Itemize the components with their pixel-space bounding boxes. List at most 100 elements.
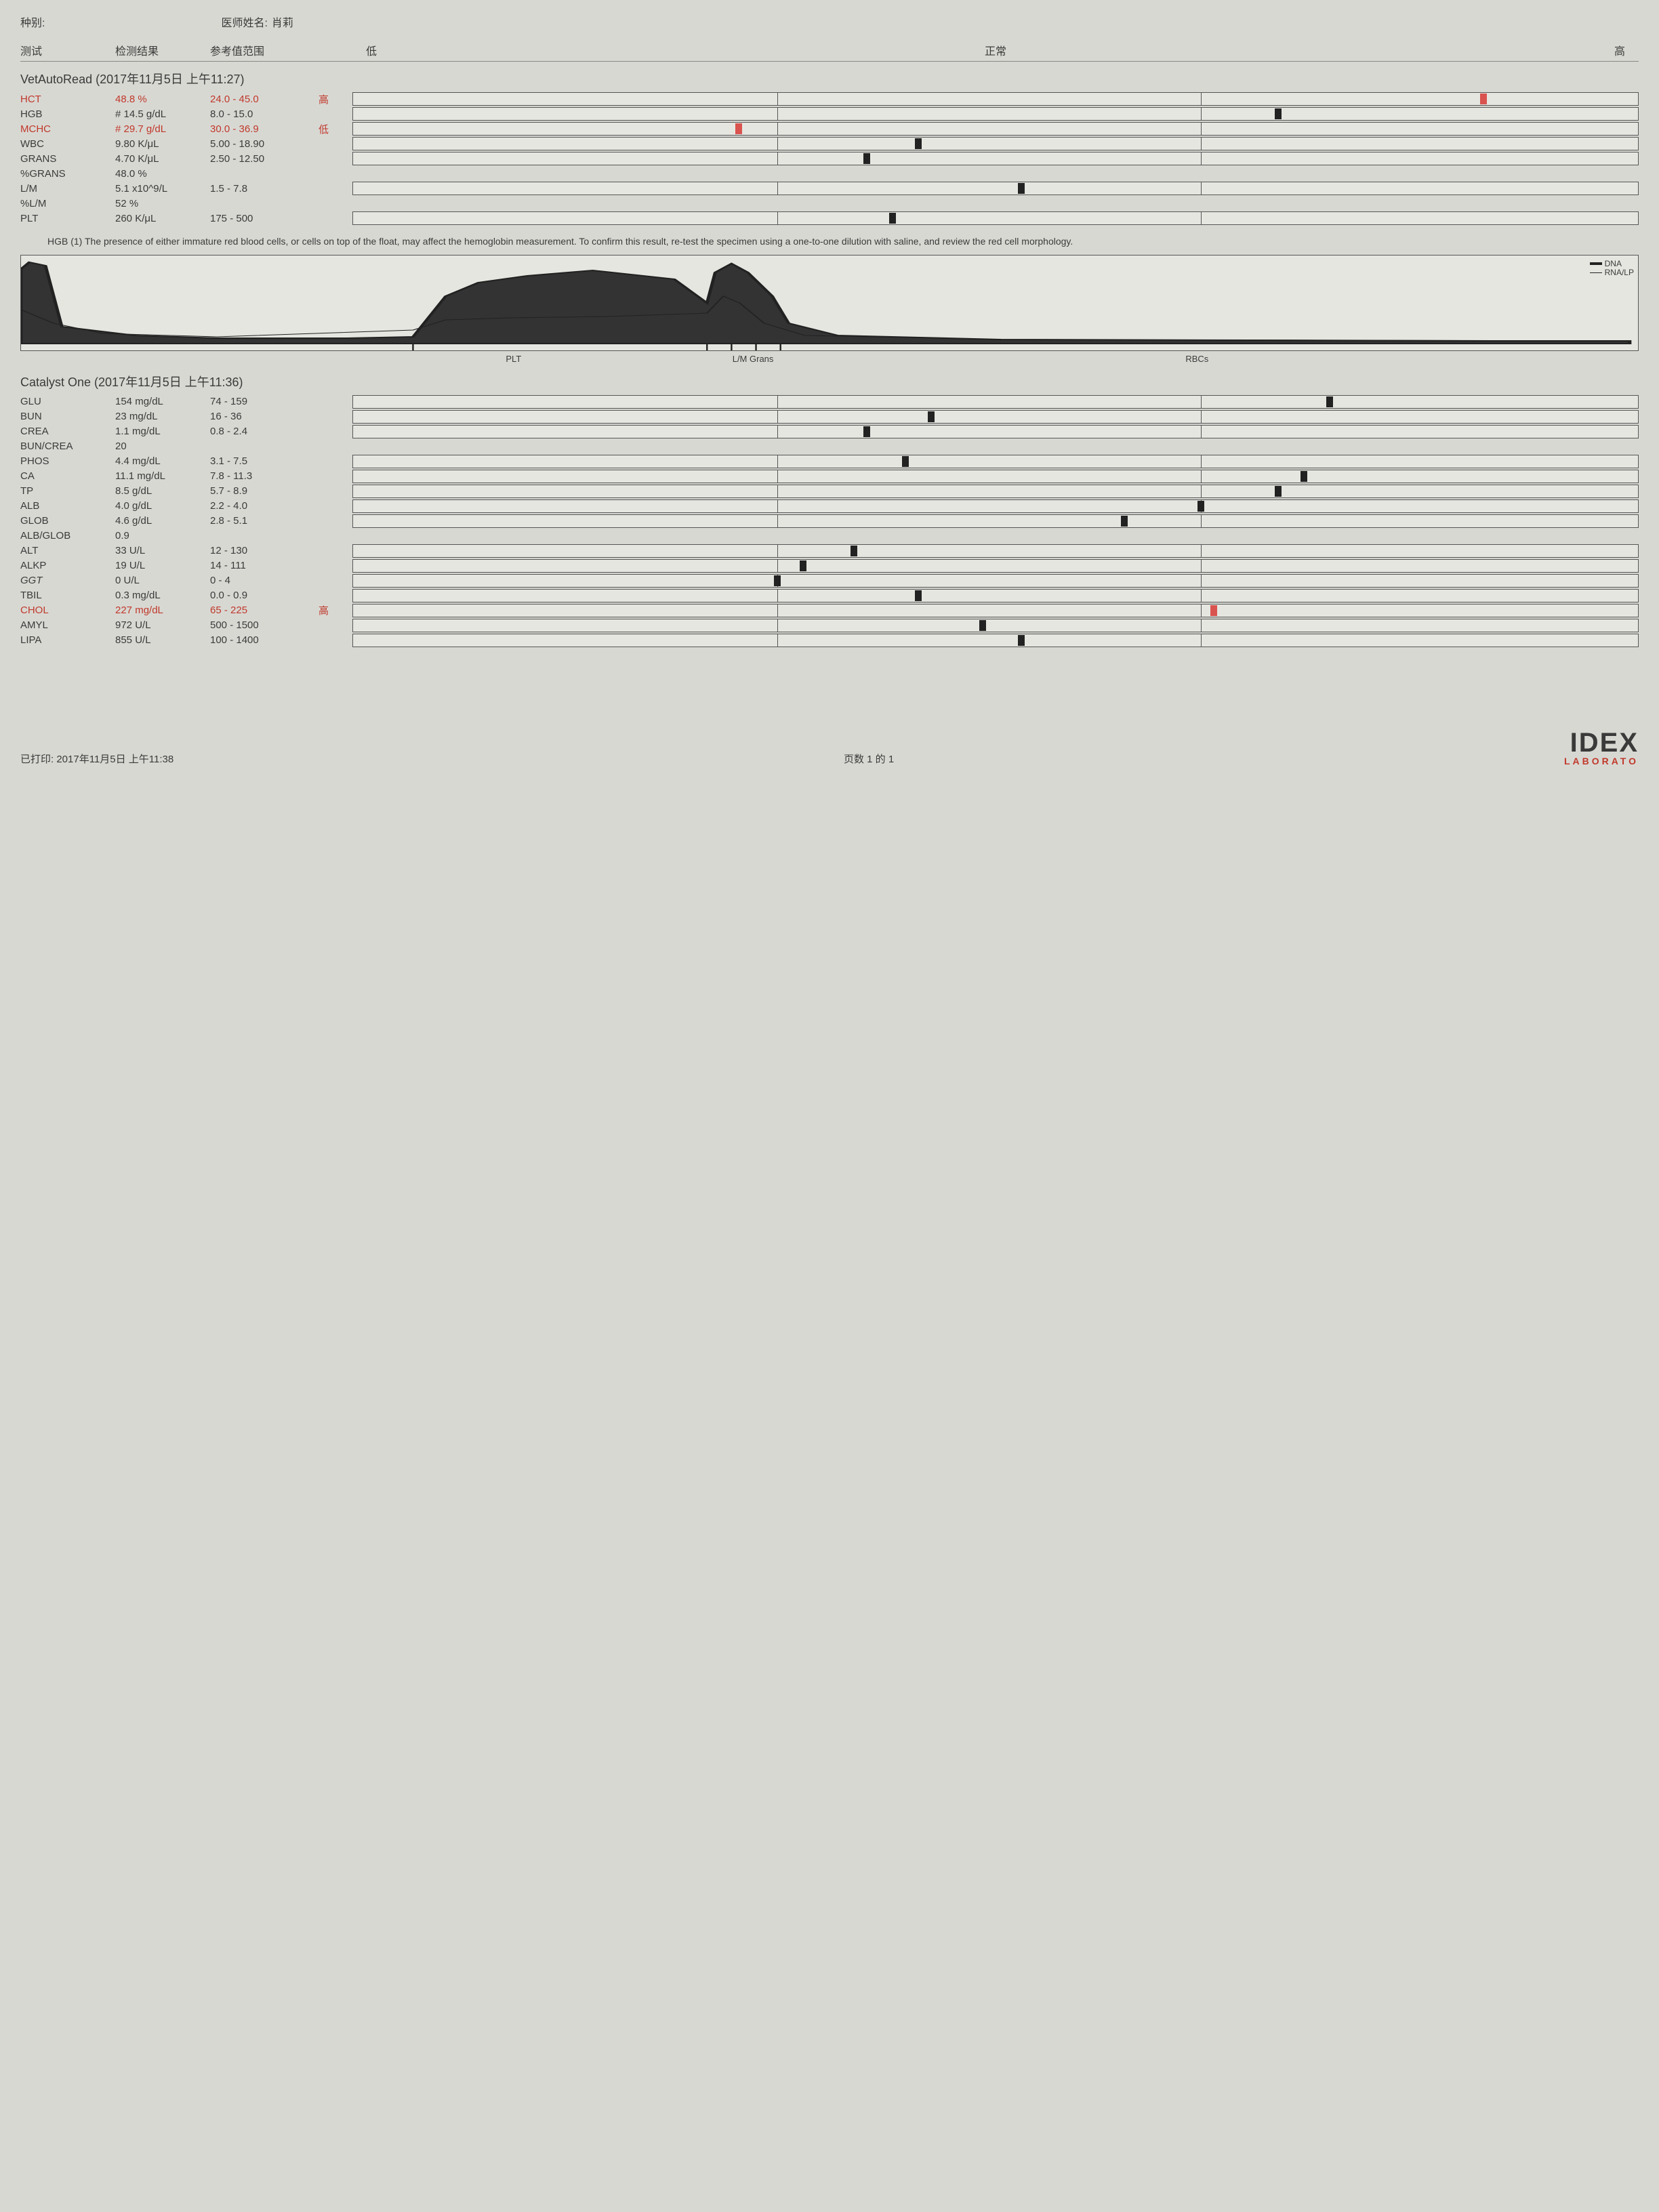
test-ref-range: 8.0 - 15.0 [210,108,319,120]
test-name: GLOB [20,515,115,527]
column-headers: 测试 检测结果 参考值范围 低 正常 高 [20,42,1639,62]
doc-header: 种别: 医师姓名: 肖莉 [20,14,1639,30]
col-normal: 正常 [985,42,1006,58]
table-row: HGB# 14.5 g/dL8.0 - 15.0 [20,106,1639,121]
range-bar [352,574,1639,588]
range-bar-cell [352,409,1639,424]
range-marker [774,575,781,586]
species-label: 种别: [20,14,45,30]
test-ref-range: 100 - 1400 [210,634,319,646]
table-row: WBC9.80 K/μL5.00 - 18.90 [20,136,1639,151]
table-row: MCHC# 29.7 g/dL30.0 - 36.9低 [20,121,1639,136]
table-row: CREA1.1 mg/dL0.8 - 2.4 [20,424,1639,439]
range-bar-cell [352,558,1639,573]
test-name: LIPA [20,634,115,646]
test-ref-range: 16 - 36 [210,411,319,422]
range-marker [928,411,935,422]
test-name: TP [20,485,115,497]
test-name: PLT [20,213,115,224]
range-marker [1018,183,1025,194]
doctor-name: 肖莉 [272,14,293,30]
test-name: %GRANS [20,168,115,180]
range-bar [352,152,1639,165]
table-row: PHOS4.4 mg/dL3.1 - 7.5 [20,454,1639,469]
test-result: 52 % [115,198,210,209]
test-name: ALB/GLOB [20,530,115,541]
test-ref-range: 0.0 - 0.9 [210,590,319,601]
test-name: GGT [20,575,115,586]
test-ref-range: 24.0 - 45.0 [210,94,319,105]
table-row: ALB/GLOB0.9 [20,529,1639,544]
col-low: 低 [366,42,377,58]
printed-value: 2017年11月5日 上午11:38 [56,754,173,765]
test-ref-range: 0 - 4 [210,575,319,586]
range-bar-cell [352,544,1639,558]
col-high: 高 [1614,42,1625,58]
table-row: CHOL227 mg/dL65 - 225高 [20,603,1639,618]
range-bar-cell [352,136,1639,151]
section1-rows: HCT48.8 %24.0 - 45.0高HGB# 14.5 g/dL8.0 -… [20,91,1639,226]
range-marker [1300,471,1307,482]
test-name: ALT [20,545,115,556]
doctor-label: 医师姓名: [221,14,267,30]
test-result: # 29.7 g/dL [115,123,210,135]
test-result: 260 K/μL [115,213,210,224]
test-ref-range: 2.8 - 5.1 [210,515,319,527]
test-ref-range: 5.00 - 18.90 [210,138,319,150]
range-bar-cell [352,588,1639,603]
range-bar [352,604,1639,617]
table-row: TP8.5 g/dL5.7 - 8.9 [20,484,1639,499]
test-result: 0.3 mg/dL [115,590,210,601]
range-bar [352,634,1639,647]
range-bar [352,92,1639,106]
range-bar [352,122,1639,136]
test-result: 154 mg/dL [115,396,210,407]
test-name: TBIL [20,590,115,601]
range-marker [1197,501,1204,512]
table-row: ALT33 U/L12 - 130 [20,544,1639,558]
test-result: 227 mg/dL [115,605,210,616]
range-bar [352,485,1639,498]
table-row: TBIL0.3 mg/dL0.0 - 0.9 [20,588,1639,603]
test-ref-range: 2.50 - 12.50 [210,153,319,165]
test-name: PHOS [20,455,115,467]
test-result: 5.1 x10^9/L [115,183,210,194]
test-name: MCHC [20,123,115,135]
test-ref-range: 500 - 1500 [210,619,319,631]
chart-axis-label: RBCs [1185,354,1208,364]
range-marker [902,456,909,467]
test-result: 0 U/L [115,575,210,586]
printed-label: 已打印: [20,754,54,765]
section2-rows: GLU154 mg/dL74 - 159BUN23 mg/dL16 - 36CR… [20,394,1639,648]
range-bar-cell [352,499,1639,514]
test-ref-range: 1.5 - 7.8 [210,183,319,194]
range-bar-cell [352,394,1639,409]
table-row: AMYL972 U/L500 - 1500 [20,618,1639,633]
range-marker [851,546,857,556]
range-marker [800,560,806,571]
legend-rnalp: RNA/LP [1605,268,1634,277]
test-result: 4.6 g/dL [115,515,210,527]
test-name: CREA [20,426,115,437]
test-ref-range: 7.8 - 11.3 [210,470,319,482]
test-ref-range: 12 - 130 [210,545,319,556]
table-row: %L/M52 % [20,196,1639,211]
test-result: 23 mg/dL [115,411,210,422]
test-name: BUN/CREA [20,441,115,452]
range-bar [352,470,1639,483]
test-result: 20 [115,441,210,452]
range-bar [352,455,1639,468]
range-bar-cell [352,633,1639,648]
test-result: 4.0 g/dL [115,500,210,512]
section2-title: Catalyst One (2017年11月5日 上午11:36) [20,373,1639,390]
table-row: BUN/CREA20 [20,439,1639,454]
table-row: HCT48.8 %24.0 - 45.0高 [20,91,1639,106]
table-row: PLT260 K/μL175 - 500 [20,211,1639,226]
col-ref: 参考值范围 [210,42,319,58]
test-name: WBC [20,138,115,150]
range-bar [352,559,1639,573]
table-row: GLU154 mg/dL74 - 159 [20,394,1639,409]
range-bar [352,425,1639,438]
range-bar [352,410,1639,424]
test-ref-range: 65 - 225 [210,605,319,616]
